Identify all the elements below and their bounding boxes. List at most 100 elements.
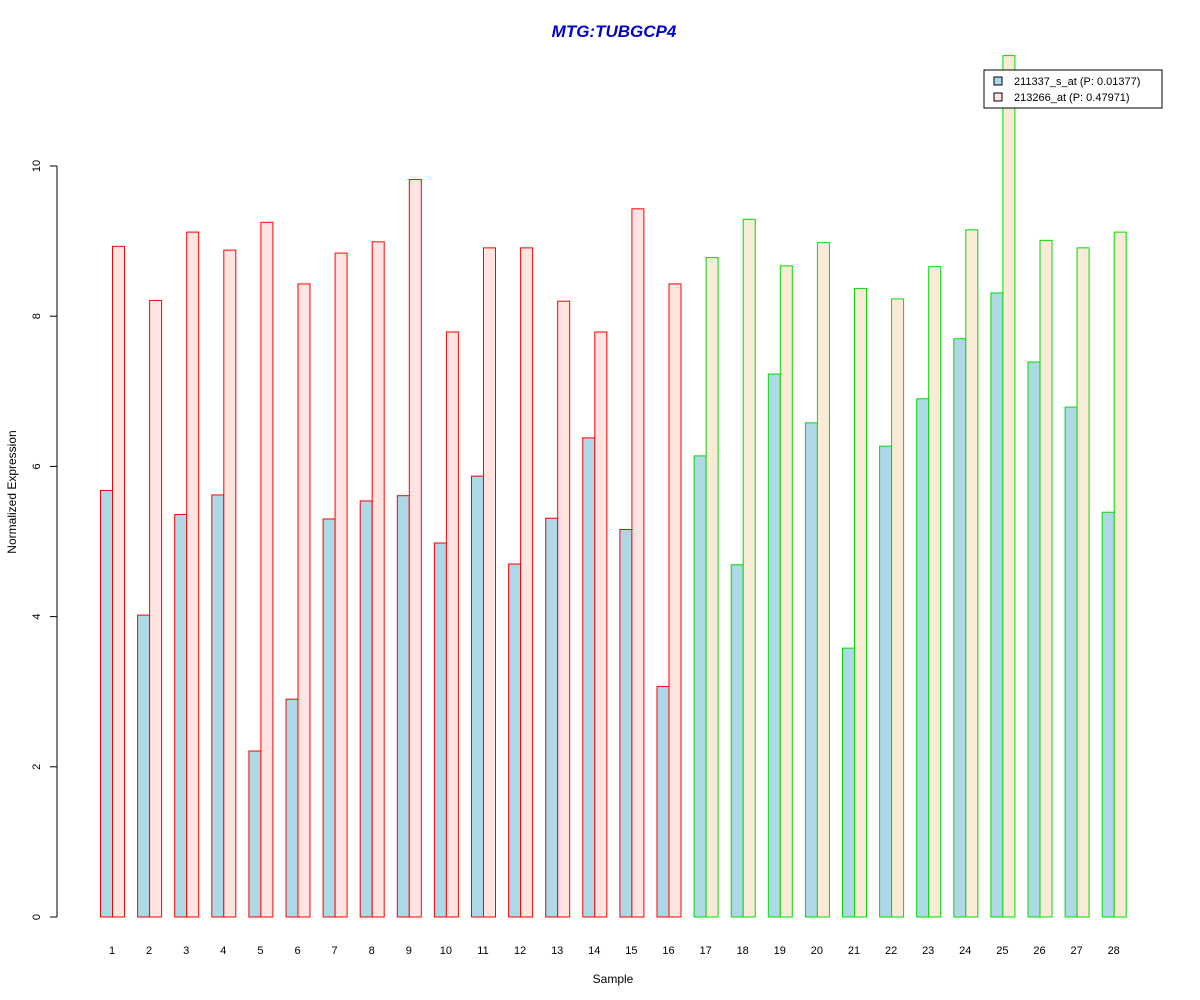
bar-sample-17-series-2 bbox=[705, 257, 719, 918]
bar-sample-4-series-2 bbox=[223, 249, 237, 918]
bar-sample-11-series-1 bbox=[471, 475, 484, 918]
bar-sample-10-series-1 bbox=[433, 542, 447, 918]
x-tick-label: 13 bbox=[551, 945, 563, 957]
bar-sample-6-series-1 bbox=[285, 698, 299, 918]
bar-sample-12-series-1 bbox=[508, 563, 522, 918]
bar-sample-13-series-1 bbox=[545, 517, 559, 918]
bar-sample-7-series-2 bbox=[334, 252, 348, 918]
x-tick-label: 16 bbox=[662, 945, 674, 957]
bar-sample-28-series-1 bbox=[1101, 511, 1115, 918]
bar-sample-11-series-2 bbox=[483, 247, 496, 918]
bar-sample-3-series-1 bbox=[174, 513, 188, 918]
bar-sample-21-series-2 bbox=[854, 287, 867, 918]
bar-sample-22-series-2 bbox=[891, 298, 905, 918]
bar-sample-21-series-1 bbox=[842, 647, 855, 918]
bar-sample-2-series-1 bbox=[137, 614, 151, 918]
bar-sample-1-series-1 bbox=[100, 489, 113, 918]
x-axis-tick-labels: 1 2 3 4 5 6 7 8 9 10 11 12 13 14 15 16 17 18 19 20 21 22 23 24 2… bbox=[109, 945, 1120, 957]
bar-sample-27-series-2 bbox=[1076, 247, 1090, 918]
x-tick-label: 2 bbox=[146, 945, 152, 957]
bar-sample-20-series-2 bbox=[816, 242, 830, 918]
bar-sample-25-series-1 bbox=[990, 292, 1004, 918]
x-tick-label: 10 bbox=[440, 945, 452, 957]
bar-sample-19-series-1 bbox=[767, 373, 781, 918]
bar-sample-23-series-2 bbox=[928, 266, 942, 918]
x-tick-label: 22 bbox=[885, 945, 897, 957]
x-axis-title: Sample bbox=[593, 972, 634, 986]
bar-sample-8-series-2 bbox=[371, 241, 385, 918]
bar-sample-16-series-2 bbox=[668, 283, 682, 918]
bar-sample-18-series-1 bbox=[730, 564, 744, 918]
bars-group bbox=[100, 55, 1127, 918]
bar-sample-24-series-1 bbox=[953, 338, 967, 918]
y-tick-label: 2 bbox=[31, 764, 43, 770]
bar-sample-9-series-2 bbox=[408, 179, 422, 918]
bar-sample-14-series-1 bbox=[582, 437, 596, 918]
y-tick-label: 6 bbox=[31, 463, 43, 469]
legend-swatch bbox=[993, 76, 1003, 86]
bar-sample-15-series-1 bbox=[619, 528, 633, 918]
x-tick-label: 6 bbox=[294, 945, 300, 957]
bar-sample-9-series-1 bbox=[396, 495, 410, 918]
bar-sample-23-series-1 bbox=[916, 398, 930, 918]
y-axis: 0 2 4 6 8 10 bbox=[31, 160, 58, 920]
y-tick-label: 8 bbox=[31, 313, 43, 319]
bar-sample-7-series-1 bbox=[322, 518, 336, 918]
bar-sample-18-series-2 bbox=[742, 218, 756, 918]
x-tick-label: 26 bbox=[1033, 945, 1045, 957]
x-tick-label: 4 bbox=[220, 945, 226, 957]
bar-sample-27-series-1 bbox=[1064, 406, 1078, 918]
x-tick-label: 7 bbox=[332, 945, 338, 957]
x-tick-label: 9 bbox=[406, 945, 412, 957]
bar-sample-13-series-2 bbox=[557, 300, 571, 918]
bar-sample-16-series-1 bbox=[656, 685, 670, 918]
bar-sample-6-series-2 bbox=[297, 283, 311, 918]
x-tick-label: 24 bbox=[959, 945, 971, 957]
bar-sample-17-series-1 bbox=[693, 455, 707, 918]
bar-sample-22-series-1 bbox=[879, 445, 893, 918]
bar-sample-2-series-2 bbox=[149, 299, 163, 918]
y-tick-label: 0 bbox=[31, 914, 43, 920]
legend: 211337_s_at (P: 0.01377) 213266_at (P: 0.… bbox=[983, 69, 1163, 109]
bar-sample-28-series-2 bbox=[1113, 231, 1127, 918]
bar-sample-15-series-2 bbox=[631, 208, 645, 918]
x-tick-label: 12 bbox=[514, 945, 526, 957]
x-tick-label: 23 bbox=[922, 945, 934, 957]
x-tick-label: 15 bbox=[625, 945, 637, 957]
bar-sample-5-series-1 bbox=[248, 750, 262, 918]
bar-sample-10-series-2 bbox=[445, 331, 459, 918]
x-tick-label: 8 bbox=[369, 945, 375, 957]
bar-sample-5-series-2 bbox=[260, 221, 274, 918]
x-tick-label: 19 bbox=[774, 945, 786, 957]
x-tick-label: 25 bbox=[996, 945, 1008, 957]
bar-sample-1-series-2 bbox=[112, 245, 125, 918]
y-tick-label: 4 bbox=[31, 614, 43, 620]
chart-title: MTG:TUBGCP4 bbox=[552, 22, 677, 41]
x-tick-label: 27 bbox=[1070, 945, 1082, 957]
legend-label: 211337_s_at (P: 0.01377) bbox=[1014, 76, 1140, 88]
legend-box bbox=[983, 69, 1163, 109]
y-tick-label: 10 bbox=[31, 160, 43, 172]
x-tick-label: 17 bbox=[699, 945, 711, 957]
x-tick-label: 21 bbox=[848, 945, 860, 957]
bar-sample-3-series-2 bbox=[186, 231, 200, 918]
x-tick-label: 1 bbox=[109, 945, 115, 957]
bar-sample-14-series-2 bbox=[594, 331, 608, 918]
x-tick-label: 18 bbox=[737, 945, 749, 957]
x-tick-label: 28 bbox=[1108, 945, 1120, 957]
legend-label: 213266_at (P: 0.47971) bbox=[1014, 92, 1130, 104]
x-tick-label: 11 bbox=[477, 945, 488, 957]
x-tick-label: 5 bbox=[257, 945, 263, 957]
legend-swatch bbox=[993, 92, 1003, 102]
x-tick-label: 3 bbox=[183, 945, 189, 957]
bar-sample-8-series-1 bbox=[359, 500, 373, 918]
bar-sample-20-series-1 bbox=[804, 422, 818, 918]
bar-sample-12-series-2 bbox=[520, 247, 534, 918]
bar-sample-26-series-1 bbox=[1027, 361, 1041, 918]
y-axis-title: Normalized Expression bbox=[5, 430, 19, 553]
bar-sample-24-series-2 bbox=[965, 229, 979, 918]
x-tick-label: 20 bbox=[811, 945, 823, 957]
bar-sample-25-series-2 bbox=[1002, 55, 1016, 918]
x-tick-label: 14 bbox=[588, 945, 600, 957]
